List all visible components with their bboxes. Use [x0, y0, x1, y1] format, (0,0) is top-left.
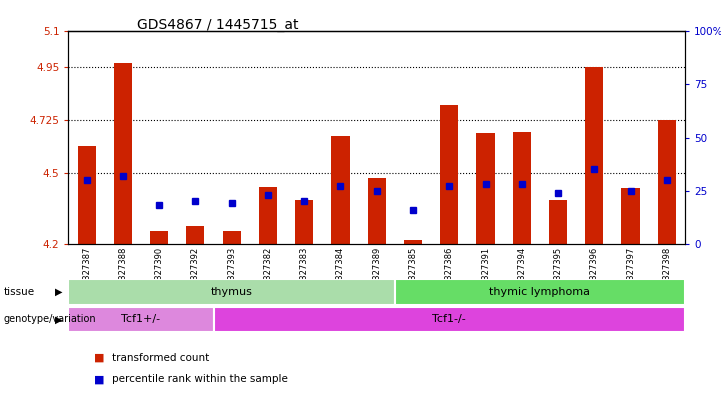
- Bar: [295, 200, 313, 244]
- Bar: [78, 146, 96, 244]
- Text: transformed count: transformed count: [112, 353, 209, 363]
- Text: thymic lymphoma: thymic lymphoma: [490, 287, 590, 297]
- Bar: [441, 105, 459, 244]
- Bar: [585, 67, 603, 244]
- Bar: [513, 132, 531, 244]
- Text: ▶: ▶: [56, 287, 63, 297]
- Text: ■: ■: [94, 353, 105, 363]
- Bar: [368, 178, 386, 244]
- Bar: [68, 279, 395, 305]
- Bar: [186, 226, 205, 244]
- Text: GDS4867 / 1445715_at: GDS4867 / 1445715_at: [137, 18, 298, 32]
- Bar: [259, 187, 277, 244]
- Bar: [223, 231, 241, 244]
- Bar: [213, 307, 685, 332]
- Text: thymus: thymus: [211, 287, 252, 297]
- Bar: [622, 188, 640, 244]
- Text: genotype/variation: genotype/variation: [4, 314, 96, 324]
- Bar: [332, 136, 350, 244]
- Bar: [549, 200, 567, 244]
- Bar: [404, 240, 422, 244]
- Text: Tcf1+/-: Tcf1+/-: [121, 314, 161, 324]
- Bar: [114, 63, 132, 244]
- Bar: [477, 133, 495, 244]
- Bar: [395, 279, 685, 305]
- Bar: [68, 307, 213, 332]
- Bar: [658, 120, 676, 244]
- Text: Tcf1-/-: Tcf1-/-: [433, 314, 466, 324]
- Bar: [150, 231, 168, 244]
- Text: ■: ■: [94, 374, 105, 384]
- Text: percentile rank within the sample: percentile rank within the sample: [112, 374, 288, 384]
- Text: ▶: ▶: [56, 314, 63, 324]
- Text: tissue: tissue: [4, 287, 35, 297]
